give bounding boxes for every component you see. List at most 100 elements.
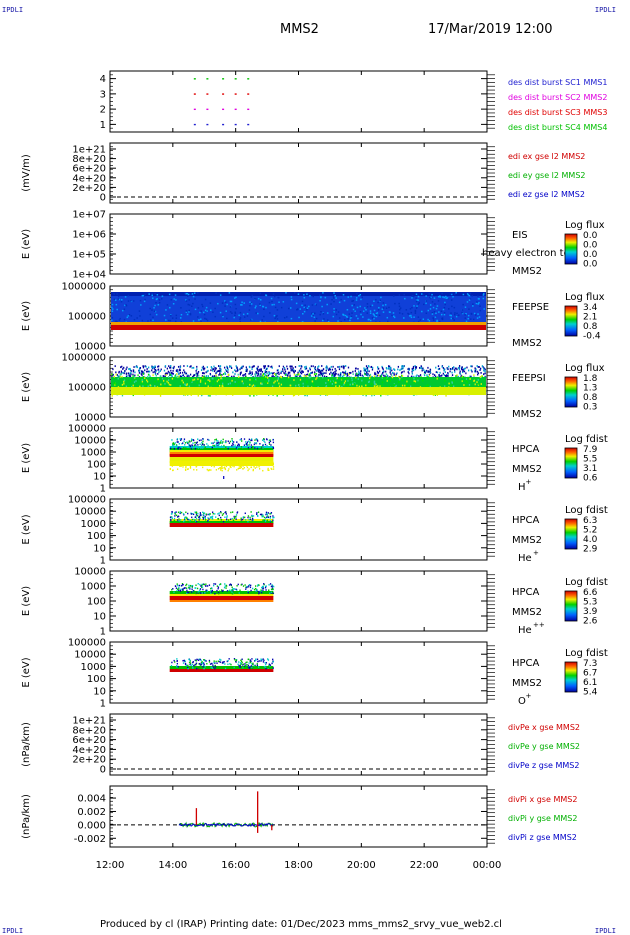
- spectrogram-cell: [412, 367, 415, 369]
- spectrogram-cell: [130, 315, 133, 317]
- spectrogram-cell: [183, 438, 186, 440]
- spectrogram-cell: [470, 365, 472, 368]
- spectrogram-cell: [467, 317, 469, 320]
- spectrogram-cell: [352, 308, 355, 311]
- spectrogram-cell: [262, 661, 265, 663]
- spectrogram-cell: [214, 583, 217, 585]
- spectrogram-cell: [221, 442, 223, 444]
- spectrogram-cell: [164, 382, 166, 385]
- spectrogram-cell: [185, 299, 187, 301]
- spectrogram-cell: [262, 585, 264, 588]
- spectrogram-cell: [456, 374, 458, 377]
- spectrogram-cell: [330, 365, 332, 368]
- spectrogram-cell: [456, 368, 458, 371]
- spectrogram-cell: [127, 372, 130, 375]
- spectrogram-cell: [202, 588, 204, 591]
- spectrogram-cell: [235, 370, 237, 373]
- x-tick-label: 12:00: [96, 860, 125, 871]
- spectrogram-cell: [257, 660, 259, 663]
- spectrogram-cell: [208, 460, 210, 462]
- x-tick-label: 00:00: [473, 860, 502, 871]
- spectrogram-cell: [412, 295, 415, 298]
- spectrogram-cell: [188, 375, 190, 378]
- spectrogram-cell: [233, 464, 235, 466]
- spectrogram-cell: [389, 367, 392, 370]
- spectrogram-cell: [389, 375, 391, 378]
- spectrogram-cell: [182, 374, 185, 377]
- spectrogram-cell: [200, 369, 203, 371]
- spectrogram-cell: [264, 365, 266, 367]
- spectrogram-cell: [262, 589, 264, 591]
- spectrogram-cell: [189, 662, 192, 664]
- spectrogram-cell: [121, 394, 124, 397]
- spectrogram-cell: [311, 371, 314, 374]
- spectrogram-cell: [223, 444, 225, 447]
- spectrogram-cell: [211, 516, 213, 518]
- spectrogram-cell: [111, 306, 113, 309]
- spectrogram-cell: [426, 378, 429, 381]
- spectrogram-cell: [427, 371, 429, 373]
- spectrogram-cell: [164, 375, 166, 378]
- spectrogram-cell: [401, 375, 404, 377]
- spectrogram-cell: [171, 661, 173, 664]
- panel-frame: [109, 713, 488, 776]
- spectrogram-cell: [414, 312, 417, 314]
- spectrogram-cell: [415, 366, 418, 368]
- spectrogram-cell: [180, 321, 183, 323]
- spectrogram-cell: [210, 369, 212, 372]
- spectrogram-cell: [239, 589, 241, 592]
- spectrogram-cell: [258, 666, 260, 668]
- spectrogram-cell: [257, 585, 259, 587]
- spectrogram-cell: [212, 584, 215, 587]
- spectrogram-cell: [479, 367, 482, 370]
- spectrogram-cell: [314, 312, 316, 315]
- spectrogram-cell: [226, 515, 228, 517]
- spectrogram-cell: [139, 367, 142, 369]
- spectrogram-cell: [150, 377, 152, 380]
- spectrogram-cell: [219, 311, 222, 314]
- spectrogram-cell: [463, 368, 465, 370]
- spectrogram-cell: [388, 366, 390, 369]
- spectrogram-cell: [125, 368, 127, 371]
- legend-entry: edi ez gse l2 MMS2: [508, 190, 585, 199]
- spectrogram-cell: [232, 371, 234, 374]
- spectrogram-cell: [361, 385, 363, 388]
- spectrogram-cell: [338, 385, 341, 388]
- spectrogram-cell: [266, 513, 269, 516]
- spectrogram-cell: [161, 377, 164, 380]
- spectrogram-cell: [125, 385, 128, 388]
- spectrogram-cell: [246, 466, 249, 469]
- spectrogram-cell: [235, 447, 238, 449]
- spectrogram-cell: [366, 366, 369, 369]
- spectrogram-cell: [179, 511, 181, 513]
- spectrogram-cell: [220, 467, 222, 470]
- spectrogram-cell: [477, 295, 479, 297]
- spectrogram-cell: [232, 446, 234, 448]
- spectrogram-cell: [172, 369, 174, 372]
- spectrogram-cell: [272, 466, 275, 468]
- spectrogram-cell: [213, 441, 216, 443]
- spectrogram-cell: [283, 366, 286, 369]
- spectrogram-cell: [276, 369, 279, 372]
- spectrogram-cell: [188, 445, 190, 447]
- y-tick-label: 4: [100, 74, 106, 85]
- spectrogram-cell: [170, 314, 172, 317]
- spectrogram-cell: [198, 463, 201, 465]
- spectrogram-cell: [220, 516, 222, 519]
- spectrogram-cell: [198, 519, 200, 521]
- spectrogram-cell: [115, 303, 118, 306]
- spectrogram-cell: [263, 365, 265, 368]
- spectrogram-cell: [351, 379, 353, 382]
- spectrogram-cell: [410, 316, 413, 319]
- spectrogram-cell: [205, 371, 207, 374]
- spectrogram-cell: [425, 300, 428, 302]
- spectrogram-cell: [469, 378, 471, 380]
- spectrogram-cell: [445, 374, 448, 377]
- spectrogram-cell: [235, 518, 237, 520]
- spectrogram-cell: [397, 368, 399, 371]
- colorbar-title: Log flux: [565, 292, 605, 303]
- spectrogram-cell: [411, 370, 413, 373]
- spectrogram-cell: [220, 589, 223, 591]
- spectrogram-cell: [284, 372, 286, 375]
- spectrogram-cell: [239, 467, 241, 469]
